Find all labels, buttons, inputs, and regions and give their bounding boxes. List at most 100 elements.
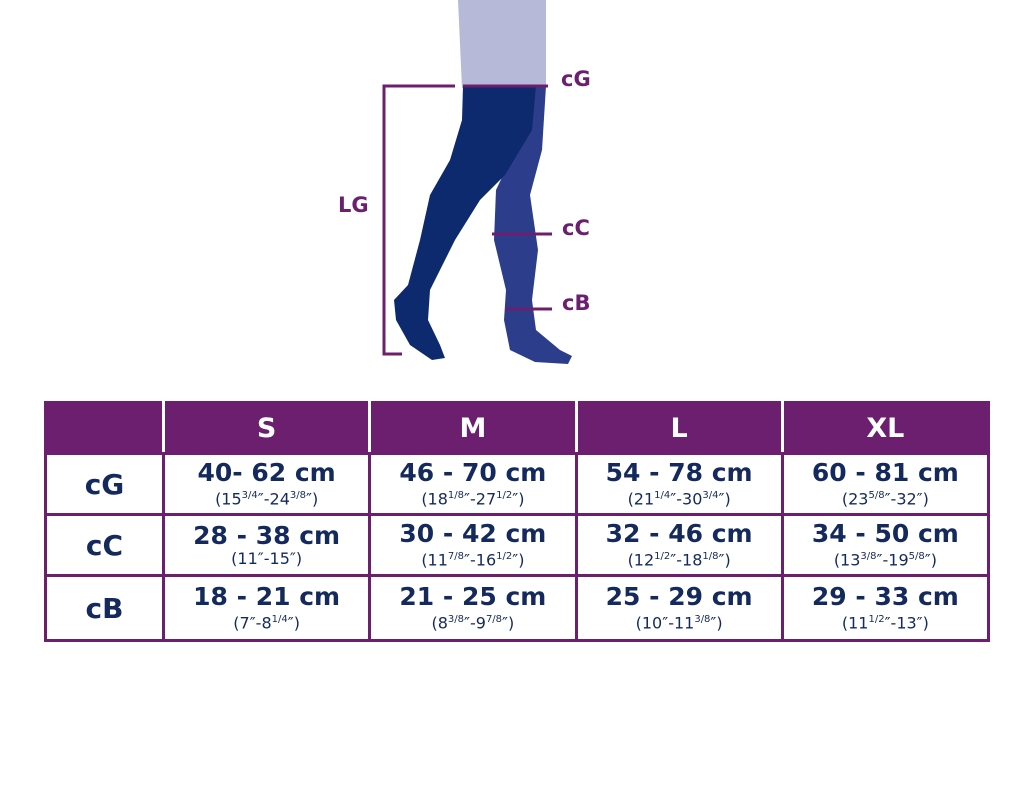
fraction: 5/8 (868, 490, 885, 502)
lg-bracket (382, 84, 455, 356)
inch-text: (10″-11 (635, 613, 695, 633)
fraction: 7/8 (447, 551, 465, 563)
cc-label: cC (562, 216, 590, 240)
fraction: 1/2 (496, 490, 513, 502)
table-row: cC 28 - 38 cm (11″-15″) 30 - 42 cm (117/8″-1… (44, 513, 991, 577)
cm-range: 21 - 25 cm (399, 582, 547, 612)
upper-leg-skin (458, 0, 546, 88)
inch-text: ″-16 (464, 550, 497, 570)
cm-range: 18 - 21 cm (193, 582, 341, 612)
size-cell: 18 - 21 cm (7″-81/4″) (161, 574, 372, 642)
inch-text: ″) (512, 550, 525, 570)
inch-text: (12 (627, 550, 655, 570)
fraction: 3/8 (447, 614, 464, 626)
size-cell: 32 - 46 cm (121/2″-181/8″) (574, 513, 784, 577)
inch-text: (8 (431, 613, 448, 633)
inch-text: (15 (215, 489, 242, 509)
cb-label: cB (562, 291, 591, 315)
fraction: 1/2 (654, 551, 671, 563)
leg-measurement-figure (382, 0, 572, 364)
fraction: 1/2 (496, 551, 513, 563)
inch-text: ″-32″) (884, 489, 929, 509)
inch-text: ″) (287, 613, 300, 633)
inch-range: (117/8″-161/2″) (371, 548, 574, 569)
size-cell: 28 - 38 cm (11″-15″) (161, 513, 372, 577)
inch-text: ″) (512, 489, 525, 509)
inch-text: ″-30 (670, 489, 703, 509)
inch-range: (11″-15″) (165, 550, 368, 568)
cm-range: 40- 62 cm (197, 458, 336, 488)
size-cell: 34 - 50 cm (133/8″-195/8″) (780, 513, 991, 577)
inch-text: ″) (718, 489, 731, 509)
cm-range: 34 - 50 cm (811, 519, 959, 549)
cm-range: 46 - 70 cm (399, 458, 547, 488)
inch-text: (11 (421, 550, 448, 570)
corner-cell (44, 401, 165, 455)
row-label: cG (44, 452, 165, 516)
size-cell: 60 - 81 cm (235/8″-32″) (780, 452, 991, 516)
inch-text: ″) (924, 550, 937, 570)
size-cell: 54 - 78 cm (211/4″-303/4″) (574, 452, 784, 516)
size-header: XL (780, 401, 991, 455)
inch-text: ″) (718, 550, 731, 570)
inch-text: ″-19 (876, 550, 909, 570)
front-leg-stocking (394, 86, 536, 360)
fraction: 7/8 (485, 614, 503, 626)
size-cell: 30 - 42 cm (117/8″-161/2″) (368, 513, 578, 577)
inch-text: (11 (841, 613, 869, 633)
row-label: cC (44, 513, 165, 577)
size-header: S (161, 401, 372, 455)
inch-range: (133/8″-195/8″) (784, 548, 987, 569)
size-header: M (368, 401, 578, 455)
inch-range: (235/8″-32″) (784, 487, 987, 508)
lg-label: LG (338, 193, 369, 217)
inch-text: ″-9 (464, 613, 486, 633)
size-cell: 29 - 33 cm (111/2″-13″) (780, 574, 991, 642)
inch-text: (21 (627, 489, 655, 509)
inch-range: (181/8″-271/2″) (371, 487, 574, 508)
cm-range: 32 - 46 cm (605, 519, 753, 549)
inch-text: (7″-8 (233, 613, 272, 633)
cm-range: 30 - 42 cm (399, 519, 547, 549)
inch-text: ″-18 (670, 550, 703, 570)
inch-text: ″-13″) (884, 613, 929, 633)
inch-range: (121/2″-181/8″) (578, 548, 781, 569)
inch-text: ″-24 (257, 489, 290, 509)
inch-range: (111/2″-13″) (784, 611, 987, 632)
table-row: cB 18 - 21 cm (7″-81/4″) 21 - 25 cm (83/8″-9… (44, 574, 991, 642)
cm-range: 28 - 38 cm (193, 521, 341, 550)
inch-text: (18 (421, 489, 448, 509)
size-cell: 40- 62 cm (153/4″-243/8″) (161, 452, 372, 516)
inch-range: (83/8″-97/8″) (371, 611, 574, 632)
cm-range: 25 - 29 cm (605, 582, 753, 612)
fraction: 3/8 (289, 490, 306, 502)
inch-range: (10″-113/8″) (578, 611, 781, 632)
fraction: 3/8 (860, 551, 877, 563)
fraction: 1/8 (702, 551, 719, 563)
size-chart-table: S M L XL cG 40- 62 cm (153/4″-243/8″) 46 - … (44, 401, 991, 642)
inch-range: (153/4″-243/8″) (165, 487, 368, 508)
inch-text: ″) (710, 613, 723, 633)
fraction: 1/4 (271, 614, 288, 626)
inch-text: (11″-15″) (231, 549, 303, 568)
inch-text: ″-27 (464, 489, 497, 509)
inch-text: (23 (841, 489, 869, 509)
fraction: 1/8 (447, 490, 465, 502)
row-label: cB (44, 574, 165, 642)
fraction: 5/8 (908, 551, 925, 563)
fraction: 3/4 (241, 490, 258, 502)
fraction: 1/4 (654, 490, 671, 502)
size-cell: 46 - 70 cm (181/8″-271/2″) (368, 452, 578, 516)
cm-range: 60 - 81 cm (811, 458, 959, 488)
inch-text: (13 (833, 550, 861, 570)
size-header: L (574, 401, 784, 455)
header-row: S M L XL (44, 401, 991, 455)
inch-range: (7″-81/4″) (165, 611, 368, 632)
cg-label: cG (561, 67, 591, 91)
inch-text: ″) (502, 613, 515, 633)
fraction: 3/4 (702, 490, 719, 502)
size-cell: 21 - 25 cm (83/8″-97/8″) (368, 574, 578, 642)
size-cell: 25 - 29 cm (10″-113/8″) (574, 574, 784, 642)
inch-range: (211/4″-303/4″) (578, 487, 781, 508)
inch-text: ″) (305, 489, 319, 509)
